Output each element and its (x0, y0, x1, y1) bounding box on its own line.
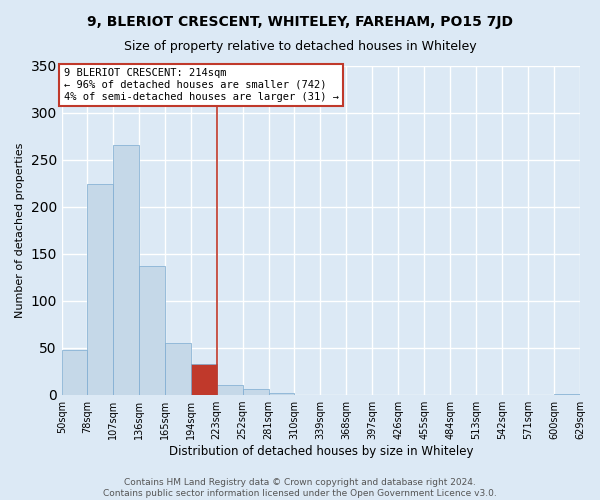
Bar (191, 364, 217, 394)
Bar (113, 146, 139, 394)
Bar (87, 184, 113, 394)
Bar (62, 350, 87, 395)
Y-axis label: Number of detached properties: Number of detached properties (15, 142, 25, 318)
X-axis label: Distribution of detached houses by size in Whiteley: Distribution of detached houses by size … (169, 444, 473, 458)
Text: 9 BLERIOT CRESCENT: 214sqm
← 96% of detached houses are smaller (742)
4% of semi: 9 BLERIOT CRESCENT: 214sqm ← 96% of deta… (64, 68, 338, 102)
Text: Size of property relative to detached houses in Whiteley: Size of property relative to detached ho… (124, 40, 476, 53)
Bar (242, 389, 269, 394)
Text: Contains HM Land Registry data © Crown copyright and database right 2024.
Contai: Contains HM Land Registry data © Crown c… (103, 478, 497, 498)
Text: 9, BLERIOT CRESCENT, WHITELEY, FAREHAM, PO15 7JD: 9, BLERIOT CRESCENT, WHITELEY, FAREHAM, … (87, 15, 513, 29)
Bar (269, 392, 295, 394)
Bar (217, 385, 242, 394)
Bar (139, 266, 165, 394)
Bar (165, 343, 191, 394)
